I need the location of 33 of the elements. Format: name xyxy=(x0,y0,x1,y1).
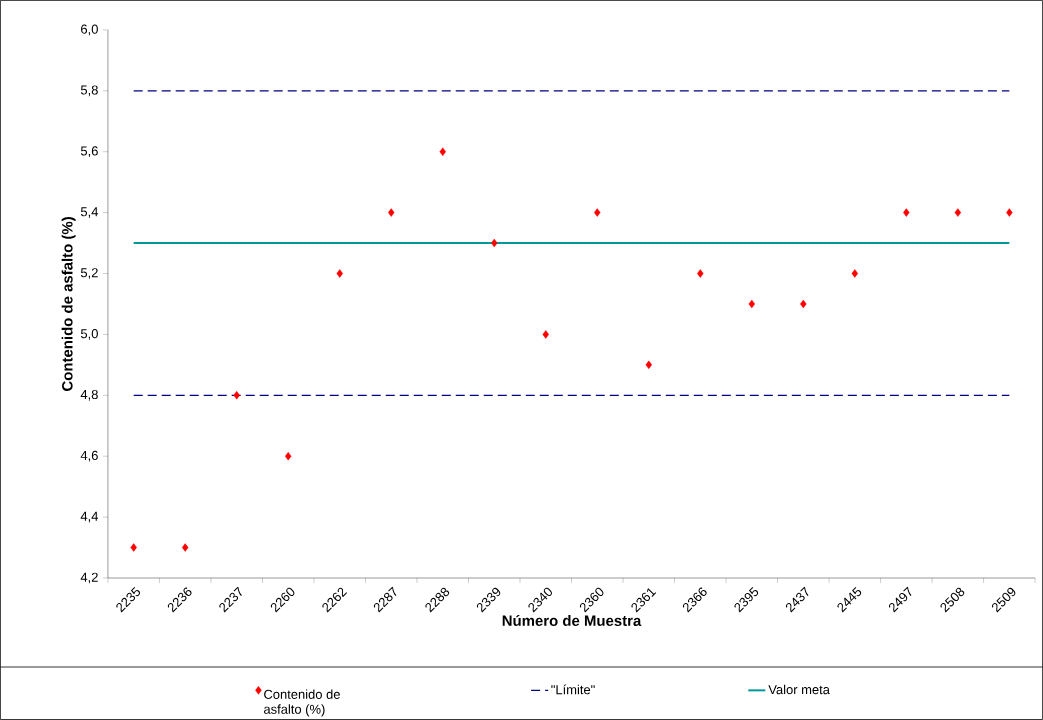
point xyxy=(697,269,704,278)
point xyxy=(233,391,240,400)
y-tick-label: 5,2 xyxy=(80,268,98,279)
y-tick-label: 6,0 xyxy=(81,24,98,36)
point xyxy=(748,299,756,309)
point xyxy=(336,269,343,278)
point xyxy=(954,208,962,217)
y-tick-label: 4,2 xyxy=(80,572,98,584)
y-axis-title: Contenido de asfalto (%) xyxy=(61,217,76,391)
y-tick-label: 4,4 xyxy=(80,511,99,523)
y-tick-label: 5,0 xyxy=(80,329,98,340)
point xyxy=(439,147,446,156)
point xyxy=(800,299,807,309)
point xyxy=(645,360,652,370)
point xyxy=(1006,208,1013,217)
point xyxy=(594,208,601,217)
point xyxy=(542,330,549,339)
y-tick-label: 5,4 xyxy=(80,207,99,218)
y-tick-label: 5,6 xyxy=(80,146,98,158)
legend-label: "Límite" xyxy=(551,684,595,695)
point xyxy=(851,269,859,278)
point xyxy=(130,543,137,552)
x-axis-title: Número de Muestra xyxy=(502,614,642,627)
legend-label: Contenido de asfalto (%) xyxy=(263,689,340,717)
point xyxy=(388,208,395,217)
y-tick-label: 4,6 xyxy=(80,450,98,462)
y-tick-label: 5,8 xyxy=(80,85,98,97)
point xyxy=(491,238,498,248)
y-tick-label: 4,8 xyxy=(80,389,98,401)
point xyxy=(182,543,189,552)
point xyxy=(903,208,910,217)
point xyxy=(285,452,292,461)
legend-label: Valor meta xyxy=(768,684,830,695)
